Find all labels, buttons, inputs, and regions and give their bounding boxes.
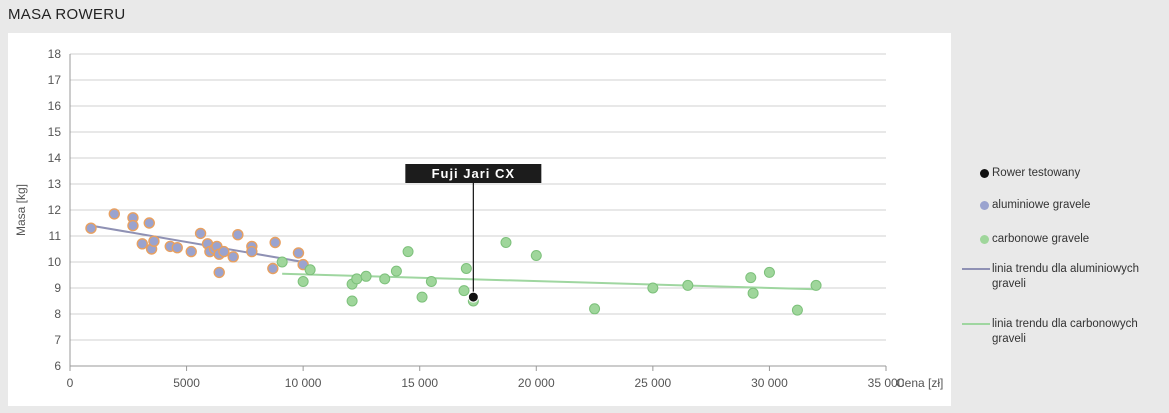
point-carbon [747, 287, 759, 299]
point-carbon [390, 265, 402, 277]
point-carbon [351, 273, 363, 285]
point-carbon [682, 279, 694, 291]
point-aluminium [292, 247, 305, 259]
point-carbon [810, 279, 822, 291]
y-tick-label: 8 [54, 307, 61, 321]
y-tick-label: 7 [54, 333, 61, 347]
x-tick-label: 20 000 [518, 376, 555, 390]
x-tick-label: 5000 [173, 376, 200, 390]
page-title: MASA ROWERU [8, 6, 126, 23]
legend-marker [962, 198, 992, 212]
y-tick-label: 10 [48, 255, 62, 269]
legend-item: linia trendu dla aluminiowych graveli [962, 262, 1162, 292]
y-tick-label: 9 [54, 281, 61, 295]
legend-label: aluminiowe gravele [992, 199, 1091, 211]
point-carbon [458, 285, 470, 297]
y-tick-label: 14 [48, 151, 62, 165]
legend-label: linia trendu dla aluminiowych graveli [992, 263, 1140, 290]
legend-item: carbonowe gravele [962, 232, 1162, 247]
point-carbon [304, 264, 316, 276]
y-tick-label: 11 [49, 229, 62, 243]
x-tick-label: 15 000 [401, 376, 438, 390]
point-aluminium [213, 266, 225, 279]
y-tick-label: 18 [48, 47, 62, 61]
point-carbon [500, 237, 512, 248]
point-aluminium [194, 227, 207, 240]
point-carbon [416, 291, 428, 303]
legend-label: carbonowe gravele [992, 233, 1090, 245]
point-aluminium [218, 245, 230, 258]
point-aluminium [148, 235, 160, 247]
point-carbon [425, 276, 437, 287]
point-aluminium [185, 245, 197, 258]
chart-panel: 6 7 8 9 10 11 12 13 14 15 16 17 18 0 5000 10 000 15 000 2… [8, 33, 951, 406]
y-tick-label: 17 [48, 73, 62, 87]
point-tested [467, 291, 479, 303]
legend-dot-icon [980, 169, 989, 178]
x-axis-label: Cena [zł] [896, 376, 943, 390]
point-aluminium [269, 236, 281, 249]
legend-item: Rower testowany [962, 166, 1162, 181]
legend-item: aluminiowe gravele [962, 198, 1162, 213]
y-axis-label: Masa [kg] [14, 184, 28, 236]
point-aluminium [232, 228, 244, 241]
point-carbon [402, 246, 414, 258]
point-aluminium [227, 251, 239, 263]
point-aluminium [171, 241, 183, 254]
annotation-label: Fuji Jari CX [432, 166, 516, 181]
point-aluminium [246, 245, 258, 258]
legend-line-marker [962, 317, 992, 331]
point-carbon [297, 276, 309, 287]
legend-label: Rower testowany [992, 167, 1081, 179]
legend-label: linia trendu dla carbonowych graveli [992, 318, 1138, 345]
legend-marker [962, 166, 992, 180]
y-tick-label: 13 [48, 177, 62, 191]
legend-line-icon [962, 268, 990, 270]
point-carbon [589, 303, 601, 315]
point-carbon [460, 263, 472, 274]
y-tick-label: 6 [54, 359, 61, 373]
point-carbon [763, 266, 775, 278]
legend-line-marker [962, 262, 992, 276]
legend-marker [962, 232, 992, 246]
point-aluminium [143, 217, 155, 229]
point-carbon [360, 270, 372, 282]
x-tick-label: 30 000 [751, 376, 788, 390]
point-aluminium [267, 262, 279, 275]
y-tick-label: 15 [48, 125, 62, 139]
y-tick-label: 12 [48, 203, 62, 217]
point-aluminium [136, 238, 148, 250]
scatter-chart: 6 7 8 9 10 11 12 13 14 15 16 17 18 0 5000 10 000 15 000 2… [14, 47, 943, 390]
x-tick-label: 10 000 [285, 376, 322, 390]
point-aluminium [108, 208, 120, 220]
legend-dot-icon [980, 201, 989, 210]
x-tick-label: 0 [67, 376, 74, 390]
annotation-box [405, 164, 542, 183]
point-carbon [346, 295, 358, 307]
x-tick-label: 25 000 [635, 376, 672, 390]
point-carbon [276, 256, 288, 268]
point-aluminium [85, 222, 97, 234]
x-tick-label: 35 000 [868, 376, 905, 390]
legend-item: linia trendu dla carbonowych graveli [962, 317, 1162, 347]
legend-dot-icon [980, 235, 989, 244]
y-tick-label: 16 [48, 99, 62, 113]
trendline-aluminium [90, 224, 304, 263]
legend-line-icon [962, 323, 990, 325]
point-carbon [745, 272, 757, 284]
point-carbon [647, 282, 659, 294]
point-carbon [791, 304, 803, 316]
point-aluminium [127, 219, 139, 232]
point-carbon [530, 250, 542, 261]
point-carbon [379, 273, 391, 285]
